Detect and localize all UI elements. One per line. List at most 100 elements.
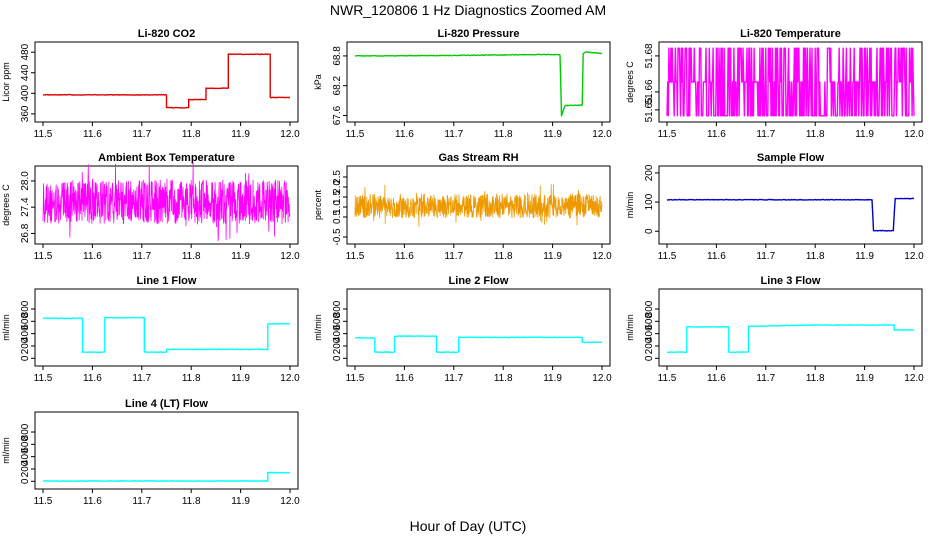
x-tick-label: 11.8 xyxy=(806,251,825,262)
series-line xyxy=(42,162,291,242)
y-tick-label: 600 xyxy=(20,313,31,330)
y-axis-label: ml/min xyxy=(1,314,11,341)
plot-title: Line 3 Flow xyxy=(761,275,821,287)
y-tick-label: 480 xyxy=(20,43,31,60)
plot-frame xyxy=(346,165,611,245)
plot-frame xyxy=(658,288,923,367)
y-tick-label: 440 xyxy=(20,64,31,81)
x-tick-label: 11.8 xyxy=(806,129,825,140)
y-tick-label: 0 xyxy=(644,228,655,234)
x-tick-label: 11.5 xyxy=(658,251,677,262)
x-axis-caption: Hour of Day (UTC) xyxy=(409,518,527,534)
x-tick-label: 11.7 xyxy=(444,129,463,140)
x-tick-label: 11.8 xyxy=(806,373,825,384)
plot-title: Li-820 Temperature xyxy=(740,28,841,40)
page-title: NWR_120806 1 Hz Diagnostics Zoomed AM xyxy=(329,2,607,18)
x-tick-label: 11.5 xyxy=(34,373,53,384)
x-tick-label: 11.6 xyxy=(707,251,726,262)
plot-title: Sample Flow xyxy=(757,152,825,164)
panel-9: Line 3 Flow ml/min 11.5 11.6 11.7 11.8 11.9 12.… xyxy=(625,275,924,384)
x-tick-label: 11.6 xyxy=(83,251,102,262)
y-axis-label: percent xyxy=(313,189,323,220)
x-tick-label: 11.8 xyxy=(182,373,201,384)
x-tick-label: 11.5 xyxy=(346,129,365,140)
series-line xyxy=(666,47,915,117)
y-axis-label: ml/min xyxy=(1,437,11,464)
x-tick-label: 11.6 xyxy=(83,129,102,140)
x-tick-label: 11.7 xyxy=(756,129,775,140)
x-tick-label: 11.9 xyxy=(231,129,250,140)
x-tick-label: 11.7 xyxy=(132,251,151,262)
x-tick-label: 11.6 xyxy=(83,496,102,507)
x-tick-label: 11.7 xyxy=(132,496,151,507)
y-tick-label: 400 xyxy=(20,85,31,102)
y-tick-label: 0 xyxy=(20,355,31,361)
y-axis-label: ml/min xyxy=(313,314,323,341)
plot-frame xyxy=(34,165,299,245)
y-tick-label: 800 xyxy=(20,300,31,317)
y-axis-label: Licor ppm xyxy=(1,62,11,102)
x-tick-label: 12.0 xyxy=(592,373,612,384)
y-tick-label: 400 xyxy=(20,325,31,342)
x-tick-label: 11.9 xyxy=(543,251,562,262)
plot-title: Li-820 Pressure xyxy=(438,28,520,40)
series-line xyxy=(42,471,290,482)
x-tick-label: 11.9 xyxy=(231,251,250,262)
panel-7: Line 1 Flow ml/min 11.5 11.6 11.7 11.8 11.9 12.… xyxy=(1,275,300,384)
x-tick-label: 11.5 xyxy=(346,251,365,262)
x-tick-label: 11.7 xyxy=(132,373,151,384)
plot-frame xyxy=(34,411,299,490)
x-tick-label: 11.9 xyxy=(543,129,562,140)
y-tick-label: 2.5 xyxy=(332,170,343,184)
x-tick-label: 11.5 xyxy=(658,129,677,140)
panel-4: Ambient Box Temperature degrees C 11.5 11.6… xyxy=(1,152,300,262)
plot-frame xyxy=(346,288,611,367)
y-tick-label: 400 xyxy=(332,325,343,342)
series-line xyxy=(354,335,602,354)
x-tick-label: 11.5 xyxy=(34,251,53,262)
x-tick-label: 12.0 xyxy=(280,251,300,262)
y-tick-label: 200 xyxy=(20,460,31,477)
plot-title: Line 1 Flow xyxy=(137,275,197,287)
y-axis-label: ml/min xyxy=(625,314,635,341)
plot-title: Gas Stream RH xyxy=(438,152,518,164)
y-tick-label: 68.2 xyxy=(332,76,343,96)
plot-title: Li-820 CO2 xyxy=(138,28,195,40)
series-line xyxy=(42,316,291,354)
panel-6: Sample Flow ml/min 11.5 11.6 11.7 11.8 11.9 12.… xyxy=(625,152,924,262)
panel-2: Li-820 Pressure kPa 11.5 11.6 11.7 11.8 11.9 12… xyxy=(313,28,612,140)
x-tick-label: 11.9 xyxy=(231,496,250,507)
y-tick-label: 200 xyxy=(644,164,655,181)
x-tick-label: 11.6 xyxy=(395,251,414,262)
panel-8: Line 2 Flow ml/min 11.5 11.6 11.7 11.8 11.9 12.… xyxy=(313,275,612,384)
y-tick-label: 600 xyxy=(644,313,655,330)
plot-title: Line 4 (LT) Flow xyxy=(125,398,208,410)
plot-frame xyxy=(658,165,923,245)
x-tick-label: 11.9 xyxy=(855,251,874,262)
x-tick-label: 11.6 xyxy=(83,373,102,384)
y-tick-label: 360 xyxy=(20,105,31,122)
x-tick-label: 11.9 xyxy=(543,373,562,384)
y-axis-label: degrees C xyxy=(1,184,11,226)
x-tick-label: 12.0 xyxy=(592,251,612,262)
x-tick-label: 11.9 xyxy=(231,373,250,384)
x-tick-label: 12.0 xyxy=(592,129,612,140)
y-tick-label: 100 xyxy=(644,193,655,210)
x-tick-label: 11.6 xyxy=(395,373,414,384)
x-tick-label: 11.9 xyxy=(855,129,874,140)
x-tick-label: 11.7 xyxy=(756,251,775,262)
plot-frame xyxy=(346,41,611,123)
x-tick-label: 11.7 xyxy=(756,373,775,384)
y-tick-label: 51.66 xyxy=(644,79,655,104)
x-tick-label: 11.6 xyxy=(395,129,414,140)
plot-title: Ambient Box Temperature xyxy=(98,152,235,164)
y-tick-label: 2.0 xyxy=(332,180,343,194)
panel-10: Line 4 (LT) Flow ml/min 11.5 11.6 11.7 11.8 11… xyxy=(1,398,300,507)
y-tick-label: 600 xyxy=(20,436,31,453)
x-tick-label: 11.7 xyxy=(444,373,463,384)
series-line xyxy=(354,51,602,117)
panel-5: Gas Stream RH percent 11.5 11.6 11.7 11.8 11.9… xyxy=(313,152,612,262)
y-tick-label: 67.6 xyxy=(332,105,343,125)
y-tick-label: 51.68 xyxy=(644,43,655,68)
